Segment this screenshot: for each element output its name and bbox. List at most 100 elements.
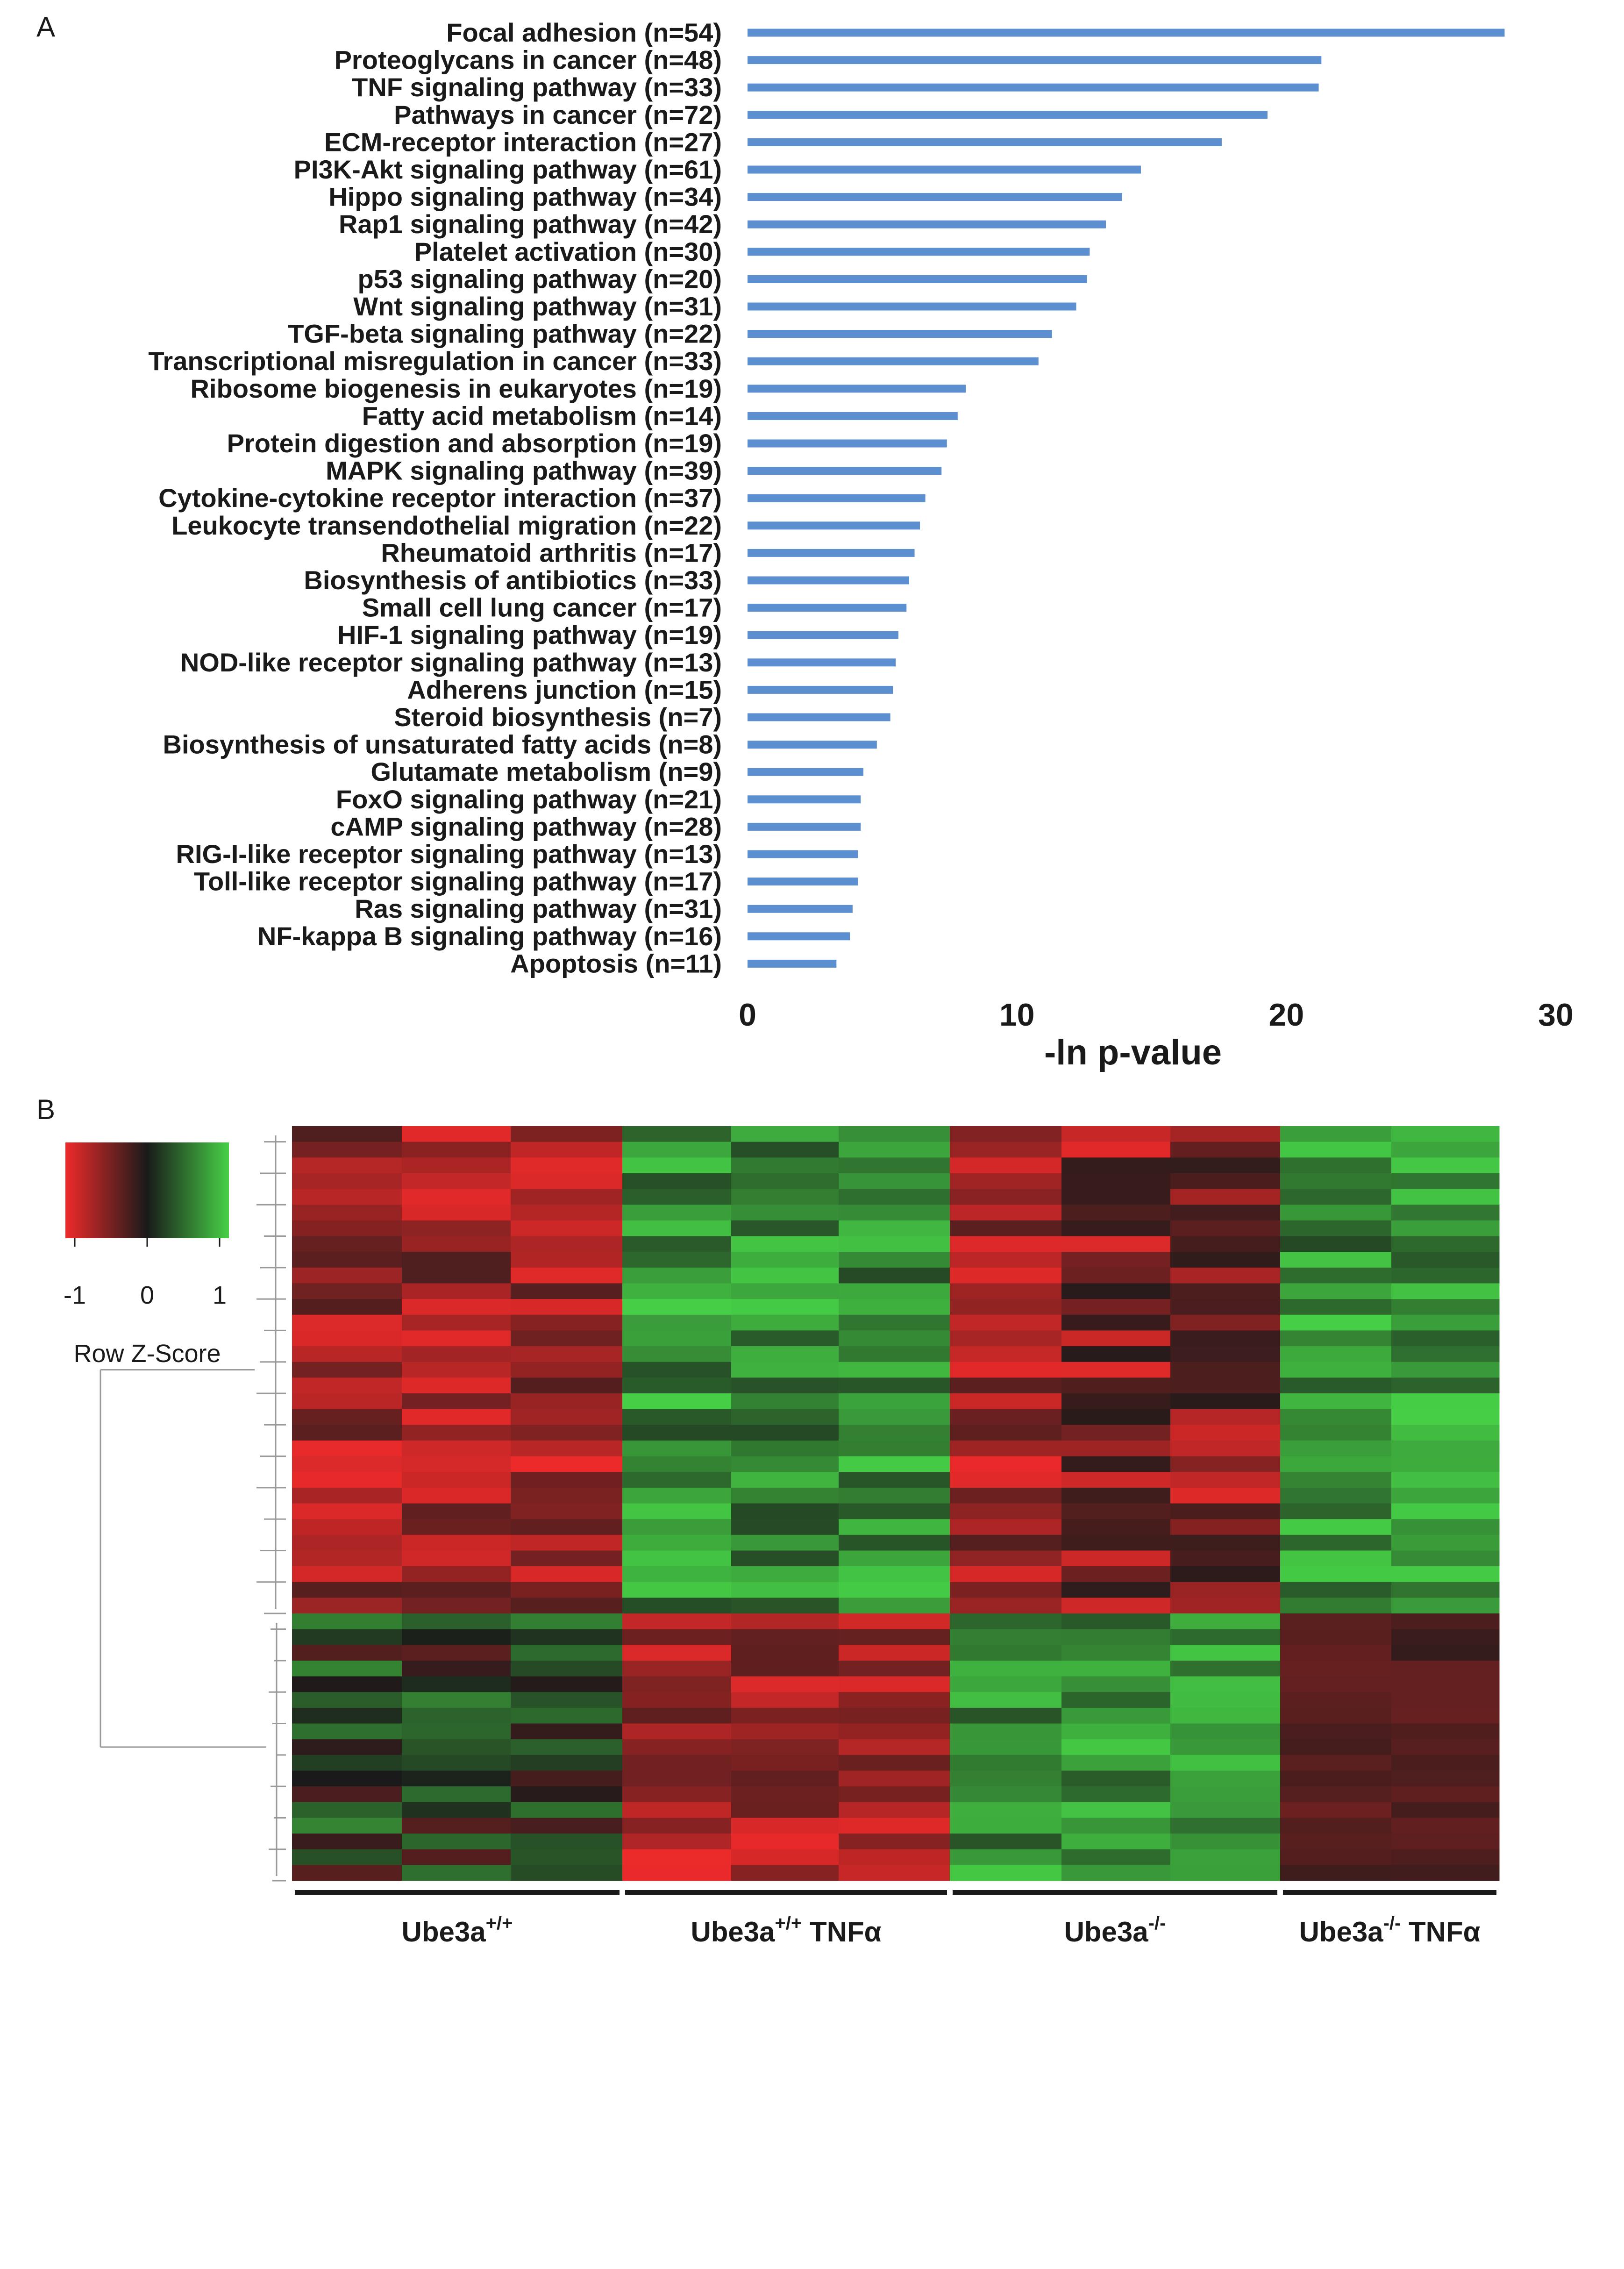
heatmap-cell [622,1723,732,1740]
heatmap-cell [839,1362,950,1378]
heatmap-cell [950,1425,1062,1441]
heatmap-cell [1280,1267,1392,1284]
heatmap-cell [950,1283,1062,1299]
heatmap-cell [402,1598,511,1614]
heatmap-cell [1280,1865,1392,1881]
heatmap-cell [839,1692,950,1708]
heatmap-cell [950,1126,1062,1142]
heatmap-cell [511,1865,623,1881]
heatmap-cell [1061,1299,1171,1315]
heatmap-cell [402,1629,511,1645]
heatmap-cell [839,1346,950,1363]
heatmap-cell [1280,1770,1392,1787]
heatmap-cell [1061,1786,1171,1803]
heatmap-cell [292,1205,402,1221]
heatmap-cell [950,1267,1062,1284]
heatmap-cell [950,1409,1062,1425]
heatmap-cell [1391,1739,1500,1755]
bar-label: MAPK signaling pathway (n=39) [326,456,722,485]
heatmap-cell [292,1723,402,1740]
heatmap-cell [622,1534,732,1551]
heatmap-cell [731,1865,839,1881]
heatmap-cell [1391,1786,1500,1803]
heatmap-cell [1391,1299,1500,1315]
heatmap-cell [731,1126,839,1142]
heatmap-cell [950,1534,1062,1551]
bar [748,138,1222,146]
heatmap-cell [1170,1157,1281,1174]
heatmap-cell [622,1173,732,1190]
heatmap-cell [511,1173,623,1190]
heatmap-cell [1061,1692,1171,1708]
heatmap-cell [1061,1834,1171,1850]
heatmap-cell [1061,1534,1171,1551]
heatmap-cell [1280,1519,1392,1535]
group-label-base: Ube3a [402,1916,486,1948]
heatmap-cell [622,1440,732,1457]
heatmap-cell [1170,1755,1281,1771]
heatmap-cell [1061,1598,1171,1614]
heatmap-cell [1280,1723,1392,1740]
heatmap-cell [1280,1755,1392,1771]
group-label-base: Ube3a [1299,1916,1383,1948]
heatmap-cell [839,1645,950,1661]
heatmap-cell [839,1770,950,1787]
heatmap-cell [402,1267,511,1284]
heatmap-cell [292,1126,402,1142]
heatmap-cell [511,1550,623,1567]
bar [748,521,920,530]
heatmap-cell [402,1252,511,1268]
heatmap-cell [1280,1660,1392,1677]
heatmap-cell [402,1456,511,1472]
heatmap-cell [950,1770,1062,1787]
heatmap-cell [950,1252,1062,1268]
heatmap-cell [402,1472,511,1488]
heatmap-cell [731,1834,839,1850]
heatmap-cell [622,1299,732,1315]
heatmap-cell [292,1786,402,1803]
heatmap-cell [402,1377,511,1394]
heatmap-cell [1061,1660,1171,1677]
heatmap-cell [839,1755,950,1771]
heatmap-cell [622,1267,732,1284]
heatmap-cell [402,1346,511,1363]
heatmap-cell [622,1393,732,1410]
heatmap-cell [622,1566,732,1583]
heatmap-cell [292,1173,402,1190]
heatmap-cell [1170,1582,1281,1598]
bar [748,713,890,721]
heatmap-cell [1061,1409,1171,1425]
heatmap-cell [511,1472,623,1488]
heatmap-cell [731,1252,839,1268]
bar [748,439,947,448]
heatmap-cell [622,1456,732,1472]
heatmap-cell [839,1126,950,1142]
heatmap-cell [402,1802,511,1818]
heatmap-cell [1280,1220,1392,1237]
heatmap-cell [1280,1786,1392,1803]
heatmap-cell [292,1487,402,1504]
bar-label: Focal adhesion (n=54) [446,18,722,47]
heatmap-cell [1280,1377,1392,1394]
heatmap-cell [292,1865,402,1881]
heatmap-cell [402,1865,511,1881]
heatmap-cell [731,1236,839,1252]
heatmap-cell [511,1723,623,1740]
heatmap-cell [950,1849,1062,1865]
bar [748,29,1505,37]
heatmap-cell [511,1534,623,1551]
heatmap-cell [839,1629,950,1645]
heatmap-cell [402,1582,511,1598]
heatmap-cell [1391,1707,1500,1724]
heatmap-cell [1280,1739,1392,1755]
heatmap-cell [511,1393,623,1410]
heatmap-cell [1391,1314,1500,1331]
heatmap-grid [292,1126,1500,1881]
heatmap-cell [402,1676,511,1692]
heatmap-cell [1391,1267,1500,1284]
heatmap-cell [622,1550,732,1567]
heatmap-cell [622,1786,732,1803]
heatmap-cell [1391,1283,1500,1299]
heatmap-cell [839,1236,950,1252]
heatmap-cell [950,1660,1062,1677]
